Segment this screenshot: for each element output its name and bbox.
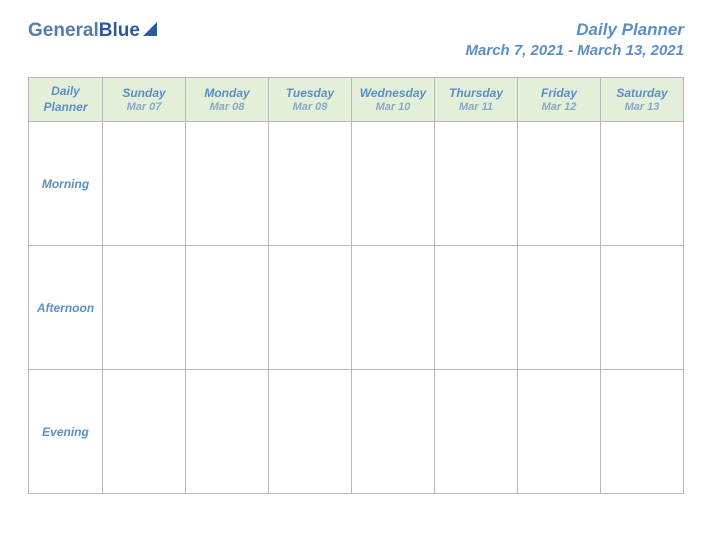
- day-header: Wednesday Mar 10: [352, 78, 435, 122]
- planner-cell: [269, 370, 352, 494]
- triangle-icon: [143, 22, 157, 36]
- day-header: Friday Mar 12: [518, 78, 601, 122]
- planner-table: Daily Planner Sunday Mar 07 Monday Mar 0…: [28, 77, 684, 494]
- day-name: Tuesday: [273, 86, 347, 100]
- day-name: Friday: [522, 86, 596, 100]
- day-date: Mar 12: [522, 101, 596, 113]
- planner-cell: [269, 122, 352, 246]
- day-name: Monday: [190, 86, 264, 100]
- table-row: Afternoon: [29, 246, 684, 370]
- planner-cell: [435, 246, 518, 370]
- planner-cell: [103, 246, 186, 370]
- planner-cell: [518, 370, 601, 494]
- header: GeneralBlue Daily Planner March 7, 2021 …: [28, 20, 684, 59]
- planner-cell: [601, 246, 684, 370]
- day-name: Saturday: [605, 86, 679, 100]
- corner-cell: Daily Planner: [29, 78, 103, 122]
- planner-cell: [435, 122, 518, 246]
- planner-cell: [601, 122, 684, 246]
- logo-text: GeneralBlue: [28, 20, 140, 42]
- day-header: Sunday Mar 07: [103, 78, 186, 122]
- planner-cell: [518, 122, 601, 246]
- logo: GeneralBlue: [28, 20, 157, 42]
- planner-cell: [186, 122, 269, 246]
- planner-cell: [435, 370, 518, 494]
- period-label: Afternoon: [29, 246, 103, 370]
- title-block: Daily Planner March 7, 2021 - March 13, …: [466, 20, 684, 59]
- day-name: Wednesday: [356, 86, 430, 100]
- day-date: Mar 08: [190, 101, 264, 113]
- planner-cell: [103, 122, 186, 246]
- day-date: Mar 13: [605, 101, 679, 113]
- planner-cell: [186, 370, 269, 494]
- page-title: Daily Planner: [466, 20, 684, 40]
- planner-cell: [352, 122, 435, 246]
- planner-cell: [352, 370, 435, 494]
- day-date: Mar 09: [273, 101, 347, 113]
- day-header: Monday Mar 08: [186, 78, 269, 122]
- day-name: Thursday: [439, 86, 513, 100]
- day-header: Tuesday Mar 09: [269, 78, 352, 122]
- header-row: Daily Planner Sunday Mar 07 Monday Mar 0…: [29, 78, 684, 122]
- planner-cell: [269, 246, 352, 370]
- day-date: Mar 11: [439, 101, 513, 113]
- day-header: Thursday Mar 11: [435, 78, 518, 122]
- day-name: Sunday: [107, 86, 181, 100]
- logo-part1: General: [28, 20, 99, 41]
- date-range: March 7, 2021 - March 13, 2021: [466, 42, 684, 59]
- period-label: Morning: [29, 122, 103, 246]
- period-label: Evening: [29, 370, 103, 494]
- table-row: Morning: [29, 122, 684, 246]
- planner-cell: [518, 246, 601, 370]
- logo-part2: Blue: [99, 20, 140, 41]
- planner-cell: [352, 246, 435, 370]
- table-row: Evening: [29, 370, 684, 494]
- day-header: Saturday Mar 13: [601, 78, 684, 122]
- day-date: Mar 10: [356, 101, 430, 113]
- planner-cell: [601, 370, 684, 494]
- day-date: Mar 07: [107, 101, 181, 113]
- planner-cell: [103, 370, 186, 494]
- planner-cell: [186, 246, 269, 370]
